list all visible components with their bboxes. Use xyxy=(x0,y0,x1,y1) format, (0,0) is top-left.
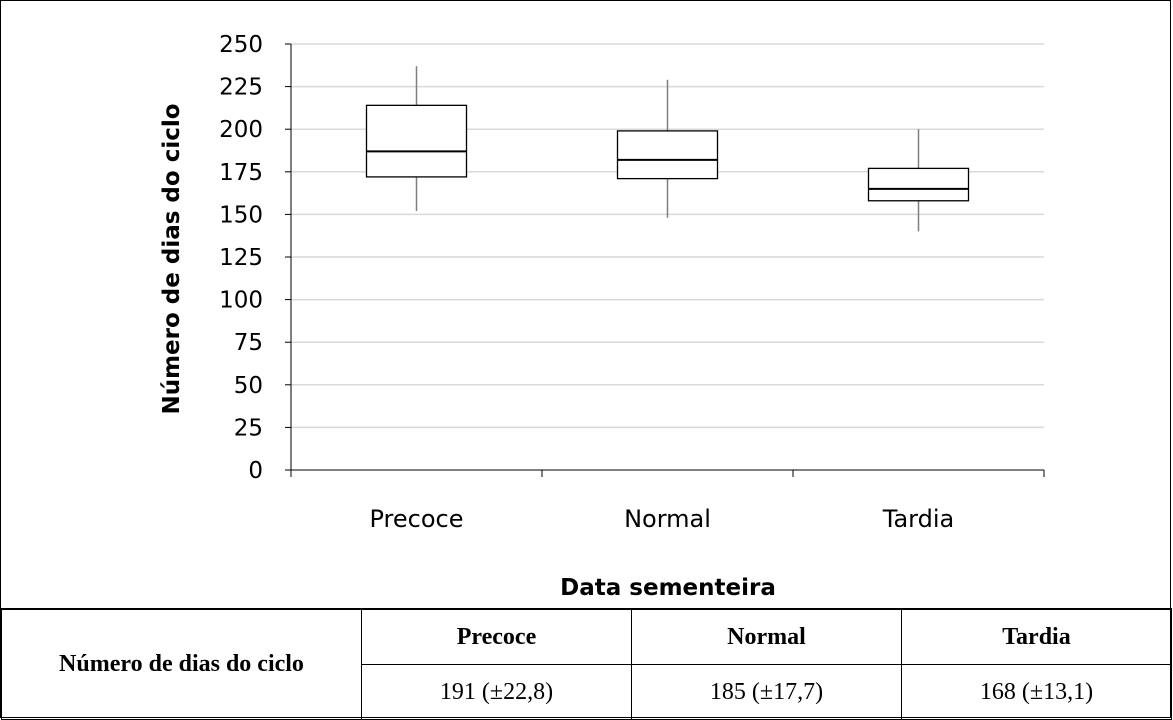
x-category-label: Normal xyxy=(624,505,711,533)
y-axis-title: Número de dias do ciclo xyxy=(159,103,185,414)
y-tick-label: 0 xyxy=(248,458,263,484)
y-tick-label: 225 xyxy=(219,75,263,101)
y-tick-label: 175 xyxy=(219,160,263,186)
labels: 0 25 50 75 100 125 150 175 200 225 250 Precoce Norma… xyxy=(219,32,954,533)
table-value-tardia: 168 (±13,1) xyxy=(901,664,1172,720)
boxes xyxy=(365,66,970,232)
summary-table: Número de dias do ciclo Precoce Normal T… xyxy=(1,609,1172,720)
y-tick-label: 75 xyxy=(234,330,263,356)
table-col-header-tardia: Tardia xyxy=(901,609,1172,665)
box-iqr xyxy=(365,104,468,178)
y-tick-label: 50 xyxy=(234,373,263,399)
y-tick-label: 25 xyxy=(234,415,263,441)
boxplot-chart-area: 0 25 50 75 100 125 150 175 200 225 250 Precoce Norma… xyxy=(1,1,1172,609)
y-tick-label: 250 xyxy=(219,32,263,58)
axes xyxy=(285,43,1045,477)
boxplot-chart: 0 25 50 75 100 125 150 175 200 225 250 Precoce Norma… xyxy=(159,32,1045,601)
table-col-header-precoce: Precoce xyxy=(361,609,632,665)
box-iqr xyxy=(616,130,719,180)
table-col-header-normal: Normal xyxy=(631,609,902,665)
y-tick-label: 125 xyxy=(219,245,263,271)
y-tick-label: 200 xyxy=(219,117,263,143)
table-value-normal: 185 (±17,7) xyxy=(631,664,902,720)
box-iqr xyxy=(867,167,970,202)
y-tick-label: 150 xyxy=(219,202,263,228)
x-axis-title: Data sementeira xyxy=(560,575,776,601)
table-row-header: Número de dias do ciclo xyxy=(1,609,362,720)
table-value-precoce: 191 (±22,8) xyxy=(361,664,632,720)
x-category-label: Tardia xyxy=(882,505,954,533)
x-category-label: Precoce xyxy=(370,505,464,533)
y-tick-label: 100 xyxy=(219,288,263,314)
